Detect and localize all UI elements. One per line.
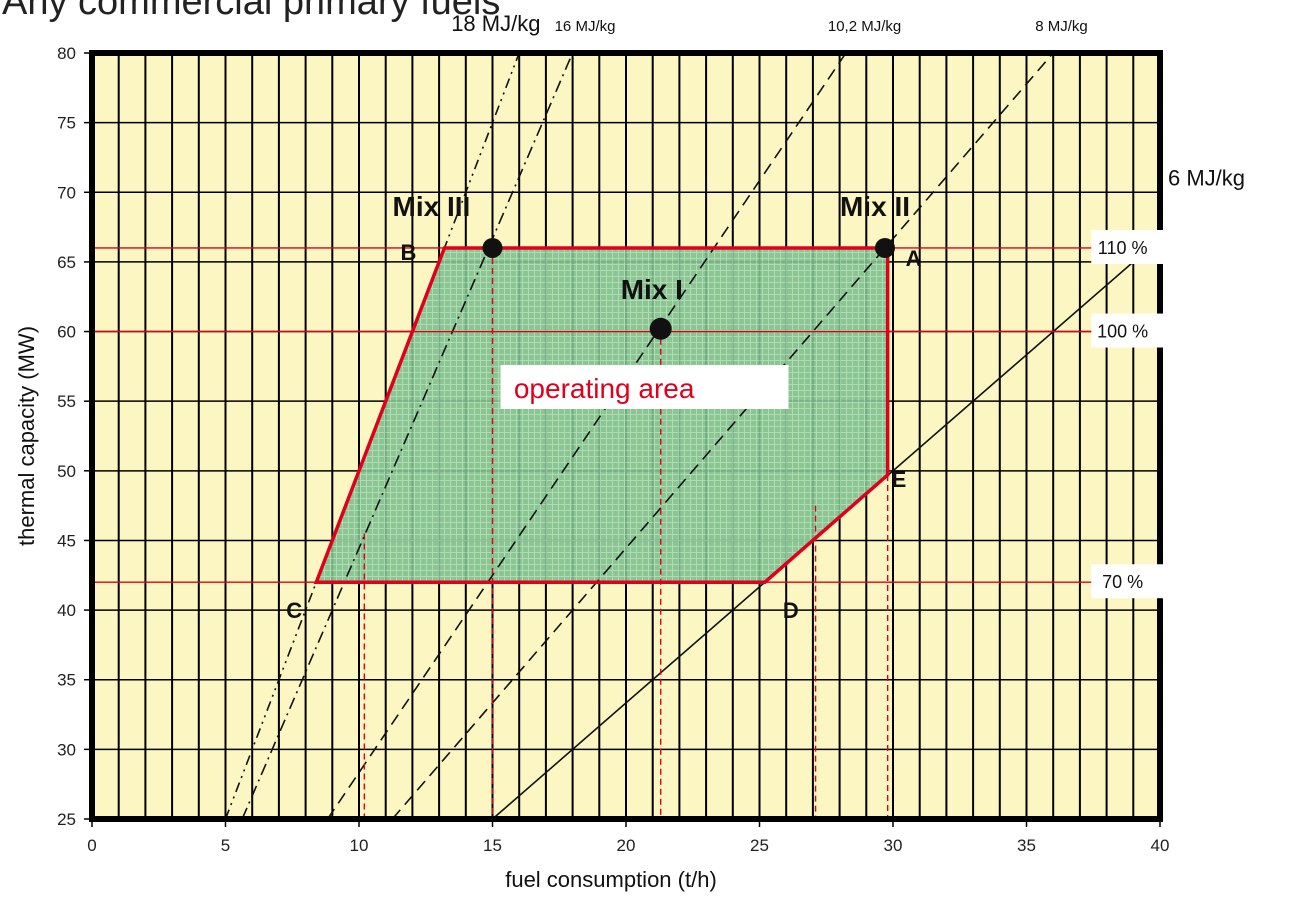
mix-point-marker bbox=[874, 237, 895, 258]
load-level-box bbox=[1091, 229, 1176, 264]
operating-area-label-text: operating area bbox=[514, 373, 695, 404]
load-level-label: 70 % bbox=[1102, 572, 1143, 592]
y-tick-label: 65 bbox=[57, 253, 76, 272]
load-level-box bbox=[1091, 564, 1176, 599]
vertex-label: E bbox=[892, 467, 907, 492]
heating-value-label: 18 MJ/kg bbox=[451, 11, 540, 36]
x-axis-ticks: 0 5 10 15 20 25 30 35 40 bbox=[87, 819, 1169, 855]
mix-points: Mix I Mix II Mix III bbox=[393, 191, 910, 340]
x-axis-title: fuel consumption (t/h) bbox=[505, 867, 717, 892]
y-tick-label: 55 bbox=[57, 392, 76, 411]
y-tick-label: 70 bbox=[57, 183, 76, 202]
y-axis-title: thermal capacity (MW) bbox=[14, 326, 39, 546]
y-tick-label: 30 bbox=[57, 740, 76, 759]
x-tick-label: 0 bbox=[87, 836, 96, 855]
operating-area-label: operating area bbox=[500, 364, 789, 409]
mix-point-label: Mix II bbox=[840, 191, 910, 222]
x-tick-label: 30 bbox=[884, 836, 903, 855]
y-axis-ticks: 25 30 35 40 45 50 55 60 65 70 75 80 bbox=[57, 44, 92, 829]
y-tick-label: 75 bbox=[57, 114, 76, 133]
y-tick-label: 80 bbox=[57, 44, 76, 63]
heating-value-line bbox=[241, 53, 574, 819]
vertex-label: C bbox=[286, 598, 302, 623]
y-tick-label: 45 bbox=[57, 531, 76, 550]
heating-value-label: 10,2 MJ/kg bbox=[828, 18, 901, 35]
x-tick-label: 5 bbox=[221, 836, 230, 855]
y-tick-label: 60 bbox=[57, 323, 76, 342]
heating-value-labels: 18 MJ/kg 16 MJ/kg 10,2 MJ/kg 8 MJ/kg 6 MJ/kg bbox=[451, 11, 1245, 190]
y-tick-label: 35 bbox=[57, 671, 76, 690]
reference-x-lines bbox=[363, 247, 889, 819]
mix-point-marker bbox=[649, 317, 672, 340]
x-tick-label: 20 bbox=[617, 836, 636, 855]
mix-point-label: Mix I bbox=[621, 274, 683, 305]
x-tick-label: 15 bbox=[483, 836, 502, 855]
load-level-label: 100 % bbox=[1097, 322, 1148, 342]
load-level-box bbox=[1091, 313, 1176, 348]
load-level-label: 110 % bbox=[1098, 238, 1148, 258]
operating-area-label-box bbox=[500, 364, 789, 409]
vertex-label: D bbox=[783, 598, 799, 623]
heating-value-line bbox=[491, 237, 1160, 819]
y-tick-label: 40 bbox=[57, 601, 76, 620]
vertex-label: A bbox=[906, 246, 922, 271]
heating-value-line bbox=[391, 53, 1055, 819]
load-level-labels: 110 % 100 % 70 % bbox=[1091, 229, 1176, 599]
vertex-label: B bbox=[400, 240, 416, 265]
x-tick-label: 10 bbox=[350, 836, 369, 855]
x-tick-label: 25 bbox=[750, 836, 769, 855]
x-tick-label: 40 bbox=[1151, 836, 1170, 855]
mix-point-label: Mix III bbox=[393, 191, 471, 222]
y-tick-label: 25 bbox=[57, 810, 76, 829]
x-tick-label: 35 bbox=[1017, 836, 1036, 855]
heating-value-lines bbox=[224, 53, 1160, 819]
heating-value-label: 16 MJ/kg bbox=[555, 18, 616, 35]
y-tick-label: 50 bbox=[57, 462, 76, 481]
operating-area-boundary bbox=[313, 246, 890, 584]
header-fragment: Any commercial primary fuels bbox=[2, 0, 500, 23]
vertex-labels: A B C D E bbox=[286, 240, 921, 623]
heating-value-label: 8 MJ/kg bbox=[1035, 18, 1088, 35]
heating-value-line bbox=[326, 53, 847, 819]
heating-value-label: 6 MJ/kg bbox=[1168, 165, 1245, 190]
mix-point-marker bbox=[482, 237, 503, 258]
